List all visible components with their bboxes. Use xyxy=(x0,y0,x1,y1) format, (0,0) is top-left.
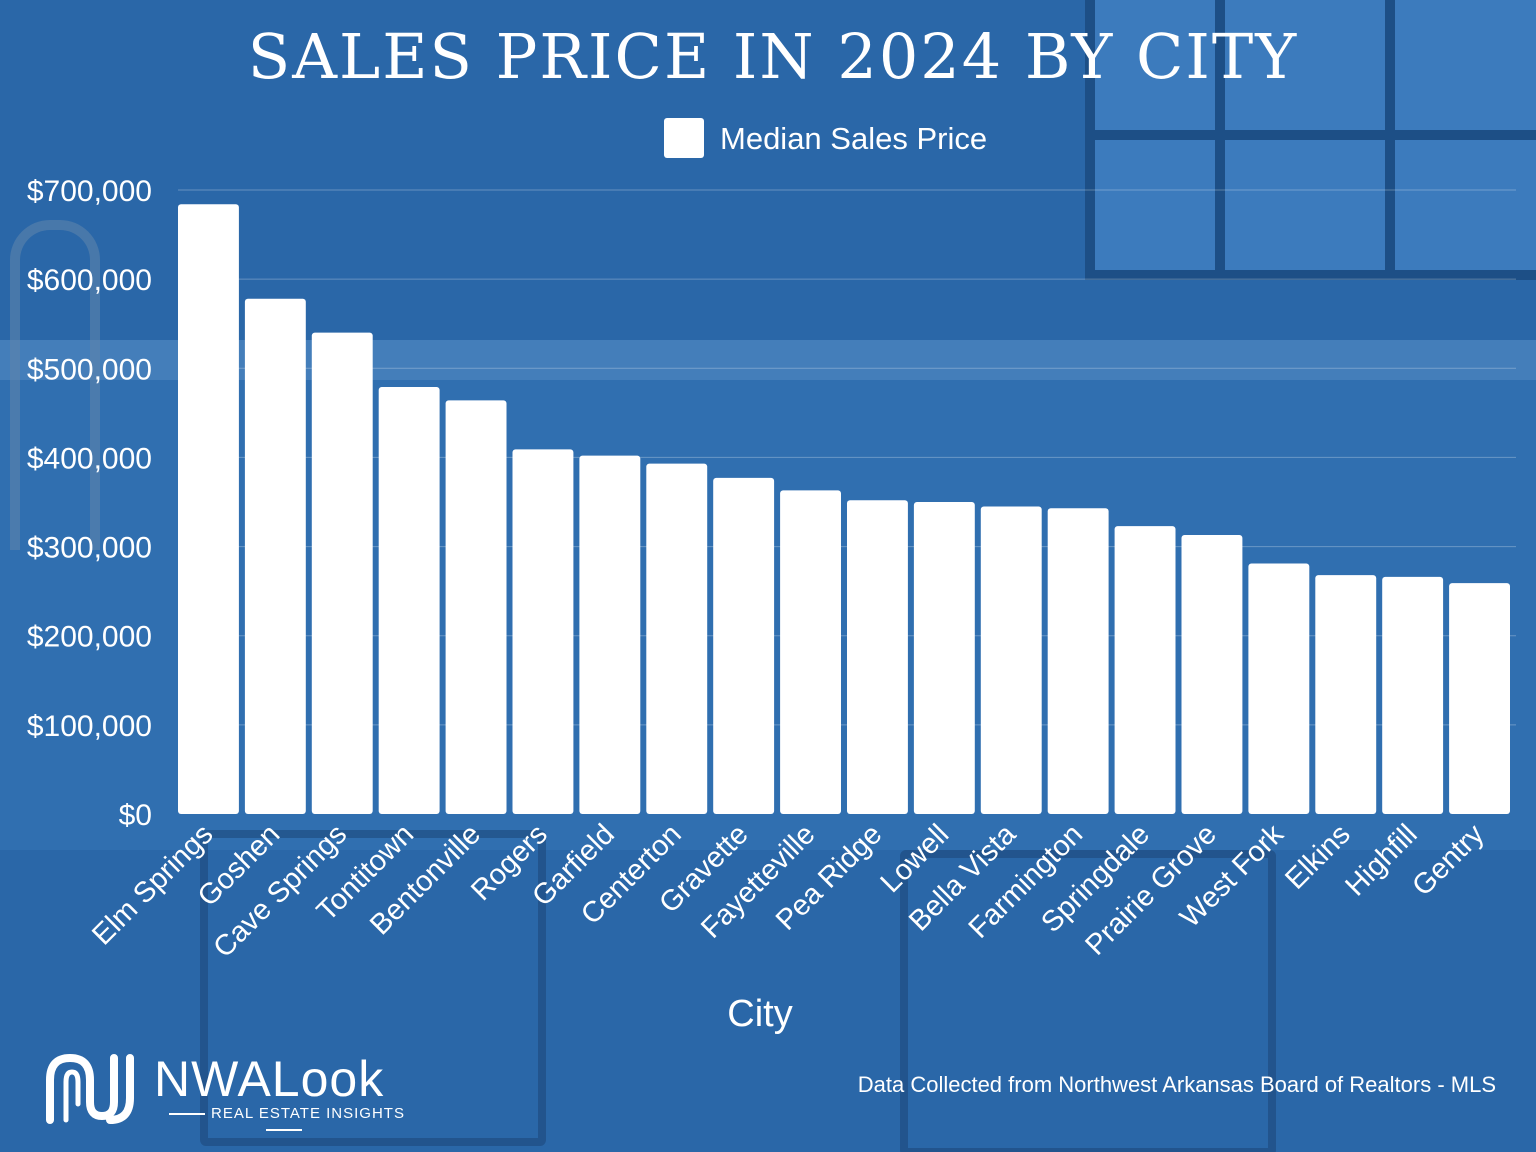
data-source-note: Data Collected from Northwest Arkansas B… xyxy=(857,1072,1496,1097)
bar-farmington xyxy=(1047,508,1109,814)
legend-swatch xyxy=(664,118,704,158)
bar-highfill xyxy=(1382,576,1444,814)
bars xyxy=(178,204,1510,814)
background-stool xyxy=(900,850,1276,1152)
logo-mark-icon xyxy=(46,1053,134,1124)
bar-elkins xyxy=(1315,575,1377,814)
bar-bentonville xyxy=(445,400,507,814)
bar-goshen xyxy=(244,298,306,814)
y-tick-label: $0 xyxy=(119,799,152,832)
y-tick-label: $500,000 xyxy=(27,353,152,386)
logo-tagline: REAL ESTATE INSIGHTS xyxy=(154,1106,414,1138)
legend: Median Sales Price xyxy=(664,118,987,158)
y-tick-label: $700,000 xyxy=(27,175,152,208)
bar-elm-springs xyxy=(178,204,239,814)
bar-pea-ridge xyxy=(847,500,908,814)
y-tick-label: $100,000 xyxy=(27,710,152,743)
y-tick-label: $600,000 xyxy=(27,264,152,297)
y-tick-label: $300,000 xyxy=(27,532,152,565)
bar-west-fork xyxy=(1248,563,1310,814)
bar-rogers xyxy=(512,449,574,814)
bar-centerton xyxy=(646,463,708,814)
bar-garfield xyxy=(579,455,641,814)
bar-cave-springs xyxy=(311,332,373,814)
bar-bella-vista xyxy=(980,506,1042,814)
bar-tontitown xyxy=(378,387,440,814)
bar-prairie-grove xyxy=(1181,534,1243,814)
x-tick-label: Gentry xyxy=(1406,818,1491,903)
y-tick-label: $400,000 xyxy=(27,442,152,475)
bar-gentry xyxy=(1449,583,1510,814)
bar-gravette xyxy=(713,477,775,814)
bar-springdale xyxy=(1114,526,1176,814)
bar-lowell xyxy=(913,502,975,814)
bar-fayetteville xyxy=(780,490,841,814)
x-tick-label: Highfill xyxy=(1339,818,1423,902)
x-axis-title: City xyxy=(727,993,792,1035)
chart-title: SALES PRICE IN 2024 BY CITY xyxy=(248,20,1298,93)
legend-label: Median Sales Price xyxy=(720,121,987,156)
background-faucet xyxy=(10,220,100,550)
background-window xyxy=(1085,0,1536,280)
y-axis-ticks: $0 $100,000 $200,000 $300,000 $400,000 $500,0… xyxy=(27,175,152,832)
logo-name: NWALook xyxy=(154,1051,385,1107)
y-tick-label: $200,000 xyxy=(27,621,152,654)
background-stool xyxy=(200,830,546,1146)
nwalook-logo: NWALook REAL ESTATE INSIGHTS xyxy=(42,1050,422,1125)
